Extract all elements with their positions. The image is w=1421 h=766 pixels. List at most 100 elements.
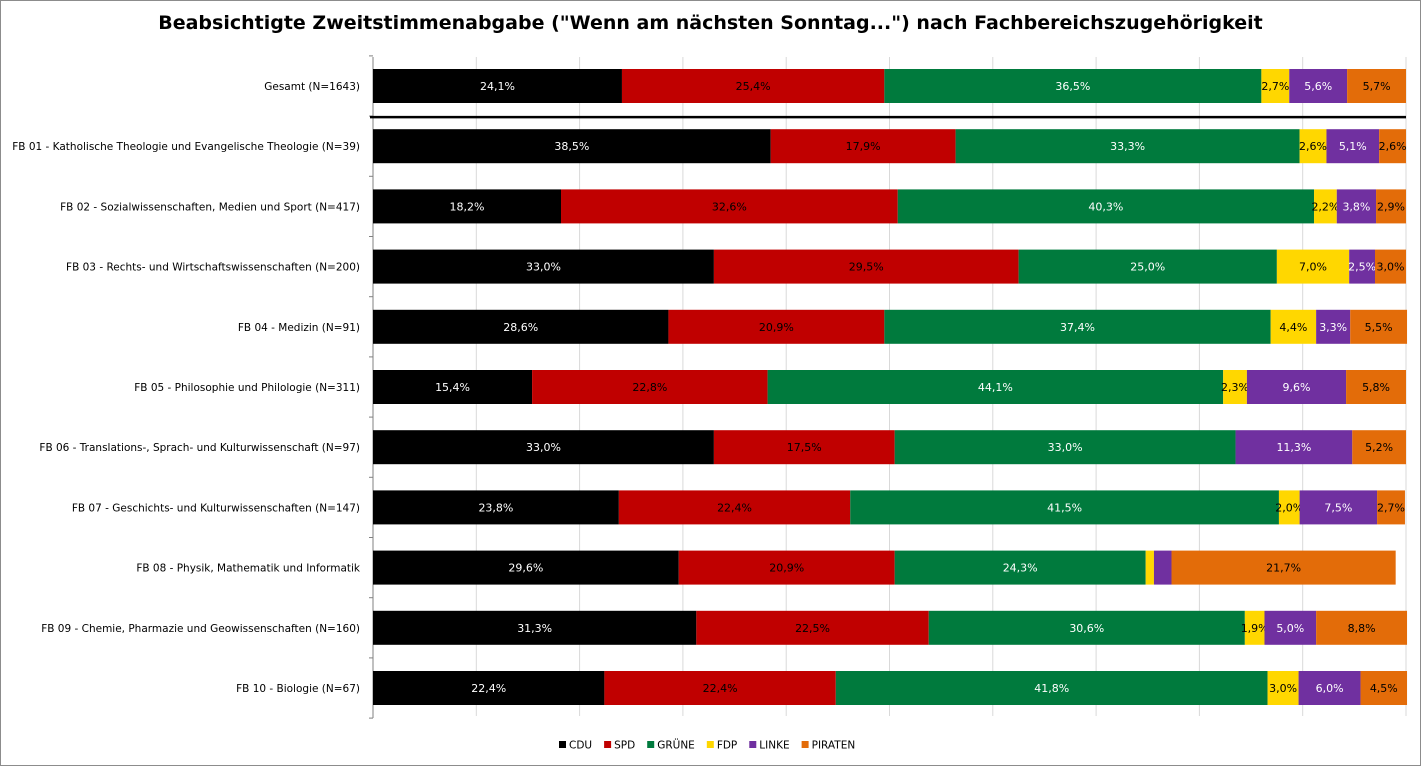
legend-swatch-piraten bbox=[801, 741, 809, 748]
bar-segment-linke bbox=[1299, 490, 1378, 525]
bar-segment-grüne bbox=[1018, 249, 1277, 284]
bar-segment-fdp bbox=[1223, 370, 1247, 404]
bar-segment-spd bbox=[604, 671, 836, 705]
data-label: 25,0% bbox=[1130, 261, 1165, 274]
data-label: 22,5% bbox=[795, 622, 830, 635]
data-label: 20,9% bbox=[759, 321, 794, 334]
data-label: 24,1% bbox=[480, 80, 515, 93]
data-label: 33,3% bbox=[1110, 140, 1145, 153]
data-label: 9,6% bbox=[1283, 381, 1311, 394]
bar-segment-spd bbox=[678, 550, 895, 585]
category-label: Gesamt (N=1643) bbox=[264, 81, 360, 93]
bar-segment-cdu bbox=[373, 430, 714, 465]
legend-swatch-spd bbox=[604, 741, 612, 748]
bar-segment-cdu bbox=[373, 550, 679, 585]
bar-segment-piraten bbox=[1379, 129, 1406, 164]
data-label: 2,9% bbox=[1377, 200, 1405, 213]
data-label: 3,0% bbox=[1377, 261, 1405, 274]
data-label: 32,6% bbox=[712, 200, 747, 213]
data-label: 5,6% bbox=[1304, 80, 1332, 93]
category-label: FB 01 - Katholische Theologie und Evange… bbox=[12, 141, 360, 153]
category-label: FB 06 - Translations-, Sprach- und Kultu… bbox=[39, 442, 360, 454]
data-label: 25,4% bbox=[736, 80, 771, 93]
bar-segment-piraten bbox=[1376, 189, 1406, 224]
data-label: 30,6% bbox=[1069, 622, 1104, 635]
bar-segment-fdp bbox=[1299, 129, 1327, 164]
category-label: FB 07 - Geschichts- und Kulturwissenscha… bbox=[72, 502, 360, 514]
data-label: 23,8% bbox=[478, 501, 513, 514]
bar-segment-linke bbox=[1349, 249, 1376, 284]
bar-segment-grüne bbox=[894, 550, 1146, 585]
legend-label-spd: SPD bbox=[614, 740, 635, 752]
bar-segment-spd bbox=[713, 249, 1019, 284]
bar-segment-cdu bbox=[373, 129, 771, 164]
bar-segment-piraten bbox=[1171, 550, 1396, 585]
legend-swatch-cdu bbox=[559, 741, 566, 748]
category-label: FB 09 - Chemie, Pharmazie und Geowissens… bbox=[41, 623, 360, 635]
bar-segment-fdp bbox=[1314, 189, 1337, 224]
data-label: 5,1% bbox=[1339, 140, 1367, 153]
data-label: 5,7% bbox=[1363, 80, 1391, 93]
legend-swatch-grüne bbox=[647, 741, 655, 748]
bar-segment-cdu bbox=[373, 309, 669, 344]
data-label: 22,8% bbox=[632, 381, 667, 394]
bar-segment-grüne bbox=[850, 490, 1279, 525]
data-label: 29,6% bbox=[508, 562, 543, 575]
bar-segment-linke bbox=[1316, 309, 1351, 344]
bar-segment-cdu bbox=[373, 69, 622, 103]
bar-segment-piraten bbox=[1316, 610, 1408, 645]
data-label: 36,5% bbox=[1055, 80, 1090, 93]
data-label: 40,3% bbox=[1088, 200, 1123, 213]
bar-segment-grüne bbox=[835, 671, 1268, 705]
data-label: 2,5% bbox=[1348, 261, 1376, 274]
category-label: FB 03 - Rechts- und Wirtschaftswissensch… bbox=[66, 262, 360, 274]
bar-segment-fdp bbox=[1145, 550, 1154, 585]
bar-segment-spd bbox=[668, 309, 885, 344]
data-label: 20,9% bbox=[769, 562, 804, 575]
bar-segment-cdu bbox=[373, 610, 697, 645]
bar-segment-linke bbox=[1336, 189, 1377, 224]
data-label: 4,5% bbox=[1370, 682, 1398, 695]
data-label: 6,0% bbox=[1316, 682, 1344, 695]
data-label: 22,4% bbox=[703, 682, 738, 695]
data-label: 17,5% bbox=[787, 441, 822, 454]
bar-segment-cdu bbox=[373, 189, 562, 224]
bar-segment-fdp bbox=[1276, 249, 1350, 284]
data-label: 37,4% bbox=[1060, 321, 1095, 334]
bar-segment-linke bbox=[1246, 370, 1347, 404]
data-label: 3,8% bbox=[1342, 200, 1370, 213]
bar-segment-grüne bbox=[894, 430, 1236, 465]
category-label: FB 10 - Biologie (N=67) bbox=[236, 683, 360, 695]
legend: CDU SPD GRÜNE FDP LINKE PIRATEN bbox=[559, 739, 855, 752]
bar-segment-cdu bbox=[373, 671, 605, 705]
data-label: 17,9% bbox=[846, 140, 881, 153]
bar-segment-grüne bbox=[884, 309, 1271, 344]
data-label: 41,8% bbox=[1034, 682, 1069, 695]
legend-label-cdu: CDU bbox=[569, 740, 592, 752]
data-label: 5,5% bbox=[1365, 321, 1393, 334]
bar-segment-grüne bbox=[897, 189, 1315, 224]
bar-segment-fdp bbox=[1270, 309, 1317, 344]
bar-segment-grüne bbox=[884, 69, 1262, 103]
data-label: 2,2% bbox=[1311, 200, 1339, 213]
data-label: 4,4% bbox=[1279, 321, 1307, 334]
bar-segment-cdu bbox=[373, 370, 533, 404]
bar-segment-linke bbox=[1264, 610, 1317, 645]
data-label: 38,5% bbox=[554, 140, 589, 153]
data-label: 29,5% bbox=[849, 261, 884, 274]
data-label: 24,3% bbox=[1003, 562, 1038, 575]
category-labels: Gesamt (N=1643) FB 01 - Katholische Theol… bbox=[12, 81, 361, 695]
bar-segment-piraten bbox=[1352, 430, 1406, 465]
bar-segment-spd bbox=[713, 430, 895, 465]
data-label: 41,5% bbox=[1047, 501, 1082, 514]
data-label: 33,0% bbox=[526, 441, 561, 454]
data-label: 2,6% bbox=[1299, 140, 1327, 153]
bar-segment-linke bbox=[1235, 430, 1353, 465]
data-label: 7,0% bbox=[1299, 261, 1327, 274]
bar-segment-linke bbox=[1298, 671, 1361, 705]
bar-segment-fdp bbox=[1267, 671, 1299, 705]
bar-segment-piraten bbox=[1377, 490, 1405, 525]
bar-segment-cdu bbox=[373, 490, 619, 525]
legend-label-linke: LINKE bbox=[759, 740, 789, 752]
